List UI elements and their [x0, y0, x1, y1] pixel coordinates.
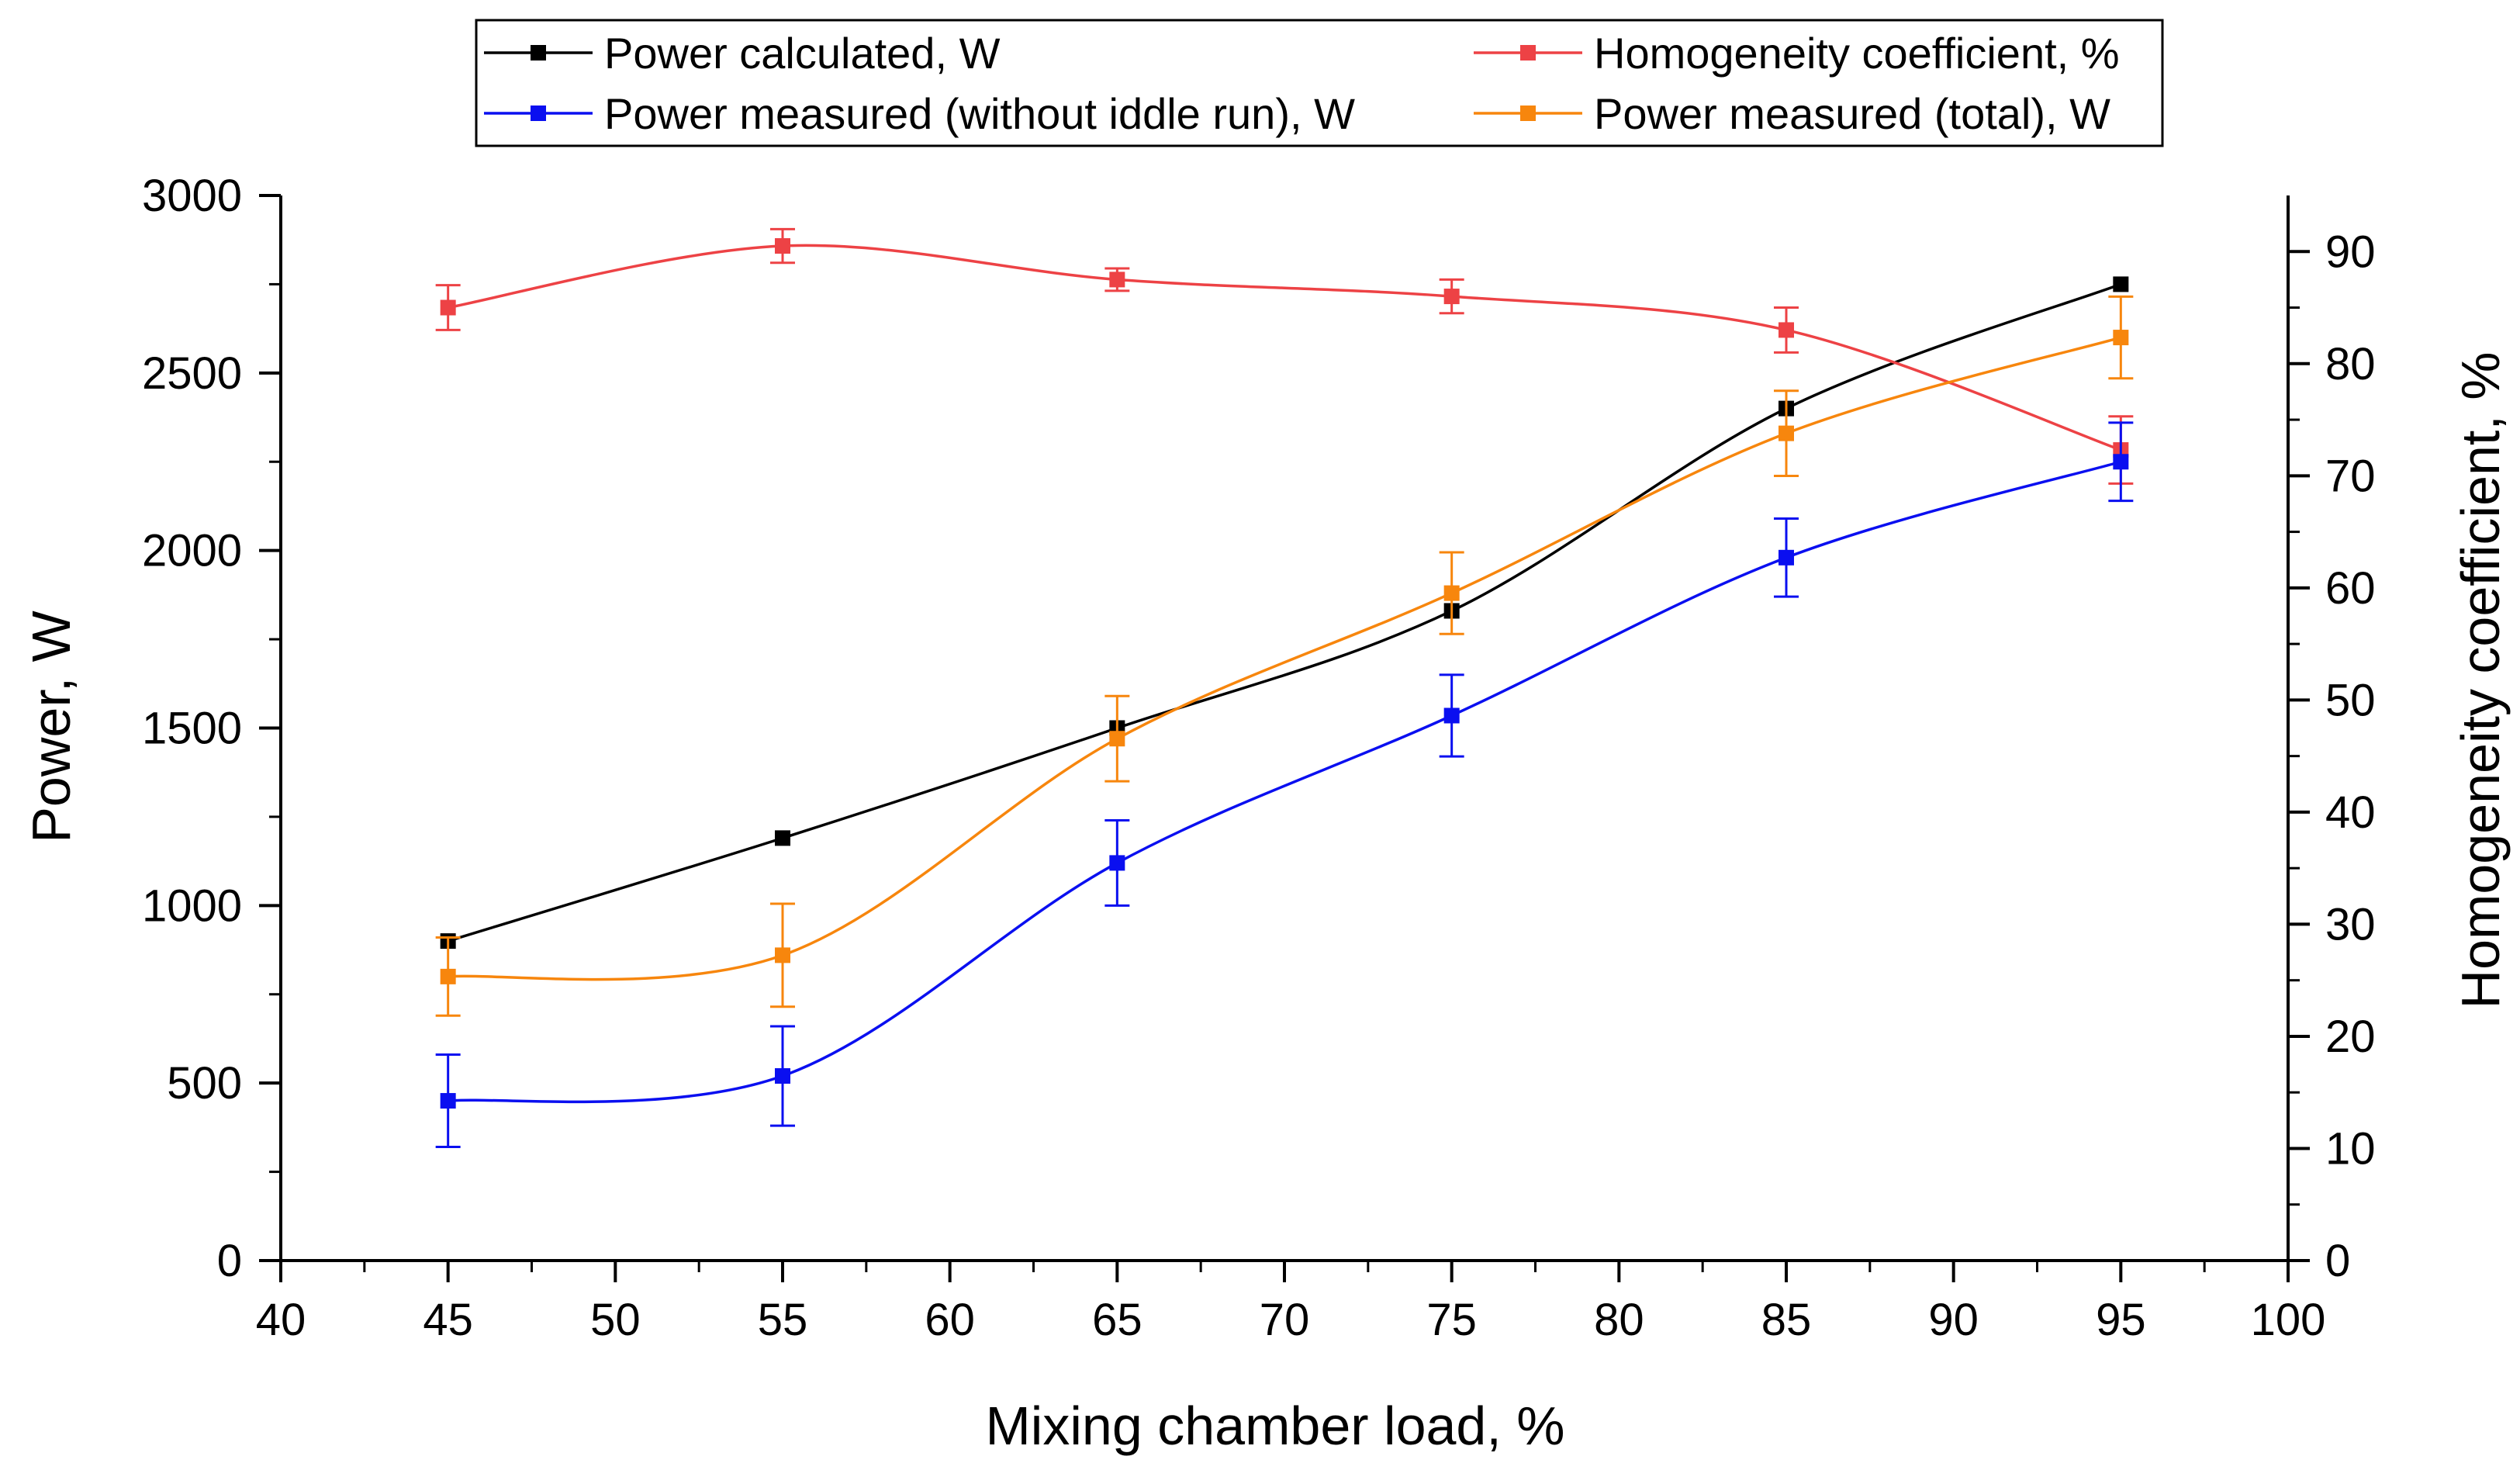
data-point	[1779, 425, 1794, 441]
y-tick-label: 2000	[142, 526, 242, 576]
legend-label: Power measured (total), W	[1594, 89, 2110, 138]
legend: Power calculated, W Homogeneity coefficie…	[475, 19, 2164, 147]
y2-tick-label: 70	[2325, 451, 2376, 501]
y2-tick-label: 40	[2325, 787, 2376, 838]
x-tick-label: 50	[590, 1295, 641, 1345]
legend-label: Homogeneity coefficient, %	[1594, 29, 2120, 78]
data-point	[1109, 855, 1125, 871]
y2-tick-label: 10	[2325, 1123, 2376, 1174]
data-point	[1443, 707, 1460, 724]
data-point	[1109, 731, 1125, 747]
y-tick-label: 2500	[142, 348, 242, 399]
series-line	[448, 282, 2121, 943]
data-point	[775, 238, 790, 254]
legend-item: Homogeneity coefficient, %	[1474, 29, 2120, 78]
data-point	[1779, 322, 1794, 338]
axes-group: 40 45 50 55 60 65 70 75 80 85 90 95 1000500100015002…	[142, 171, 2376, 1345]
legend-marker	[531, 106, 546, 121]
series-3	[435, 295, 2134, 1017]
data-point	[440, 1093, 456, 1109]
x-tick-label: 75	[1426, 1295, 1477, 1345]
y-axis-title: Power, W	[21, 611, 81, 843]
series-line	[448, 336, 2121, 981]
y2-tick-label: 30	[2325, 899, 2376, 950]
data-point	[2113, 276, 2129, 292]
data-point	[775, 1068, 790, 1084]
series-line	[448, 244, 2121, 451]
x-tick-label: 80	[1594, 1295, 1644, 1345]
series-0	[440, 276, 2129, 950]
x-tick-label: 70	[1260, 1295, 1310, 1345]
legend-label: Power calculated, W	[604, 29, 1001, 78]
y-tick-label: 0	[217, 1236, 242, 1286]
x-axis-title: Mixing chamber load, %	[986, 1396, 1565, 1456]
y2-tick-label: 80	[2325, 339, 2376, 389]
y2-tick-label: 90	[2325, 227, 2376, 277]
data-point	[1443, 289, 1460, 305]
y2-tick-label: 0	[2325, 1236, 2350, 1286]
legend-item: Power measured (without iddle run), W	[484, 89, 1355, 138]
legend-box	[475, 19, 2164, 147]
legend-marker	[1520, 45, 1536, 61]
x-tick-label: 100	[2251, 1295, 2326, 1345]
legend-label: Power measured (without iddle run), W	[604, 89, 1355, 138]
legend-marker	[1520, 106, 1536, 121]
data-point	[2113, 330, 2129, 346]
y-tick-label: 3000	[142, 171, 242, 221]
y-tick-label: 500	[167, 1058, 242, 1109]
x-tick-label: 90	[1928, 1295, 1979, 1345]
y-tick-label: 1500	[142, 704, 242, 754]
series-1	[435, 227, 2134, 485]
legend-item: Power measured (total), W	[1474, 89, 2110, 138]
data-point	[2113, 454, 2129, 470]
x-tick-label: 60	[925, 1295, 975, 1345]
data-point	[775, 830, 790, 846]
legend-item: Power calculated, W	[484, 29, 1001, 78]
y2-axis-title: Homogeneity coefficient, %	[2450, 352, 2511, 1009]
series-layer	[435, 227, 2134, 1149]
y2-tick-label: 20	[2325, 1012, 2376, 1062]
data-point	[1109, 272, 1125, 288]
series-line	[448, 460, 2121, 1104]
series-2	[435, 421, 2134, 1149]
x-tick-label: 85	[1761, 1295, 1812, 1345]
x-tick-label: 40	[256, 1295, 306, 1345]
data-point	[1443, 585, 1460, 601]
data-point	[1779, 549, 1794, 566]
x-tick-label: 95	[2096, 1295, 2146, 1345]
x-tick-label: 55	[758, 1295, 808, 1345]
data-point	[440, 968, 456, 984]
data-point	[775, 947, 790, 963]
y2-tick-label: 60	[2325, 563, 2376, 614]
data-point	[440, 299, 456, 316]
legend-marker	[531, 45, 546, 61]
y2-tick-label: 50	[2325, 675, 2376, 725]
x-tick-label: 65	[1092, 1295, 1142, 1345]
y-tick-label: 1000	[142, 880, 242, 931]
x-tick-label: 45	[423, 1295, 473, 1345]
